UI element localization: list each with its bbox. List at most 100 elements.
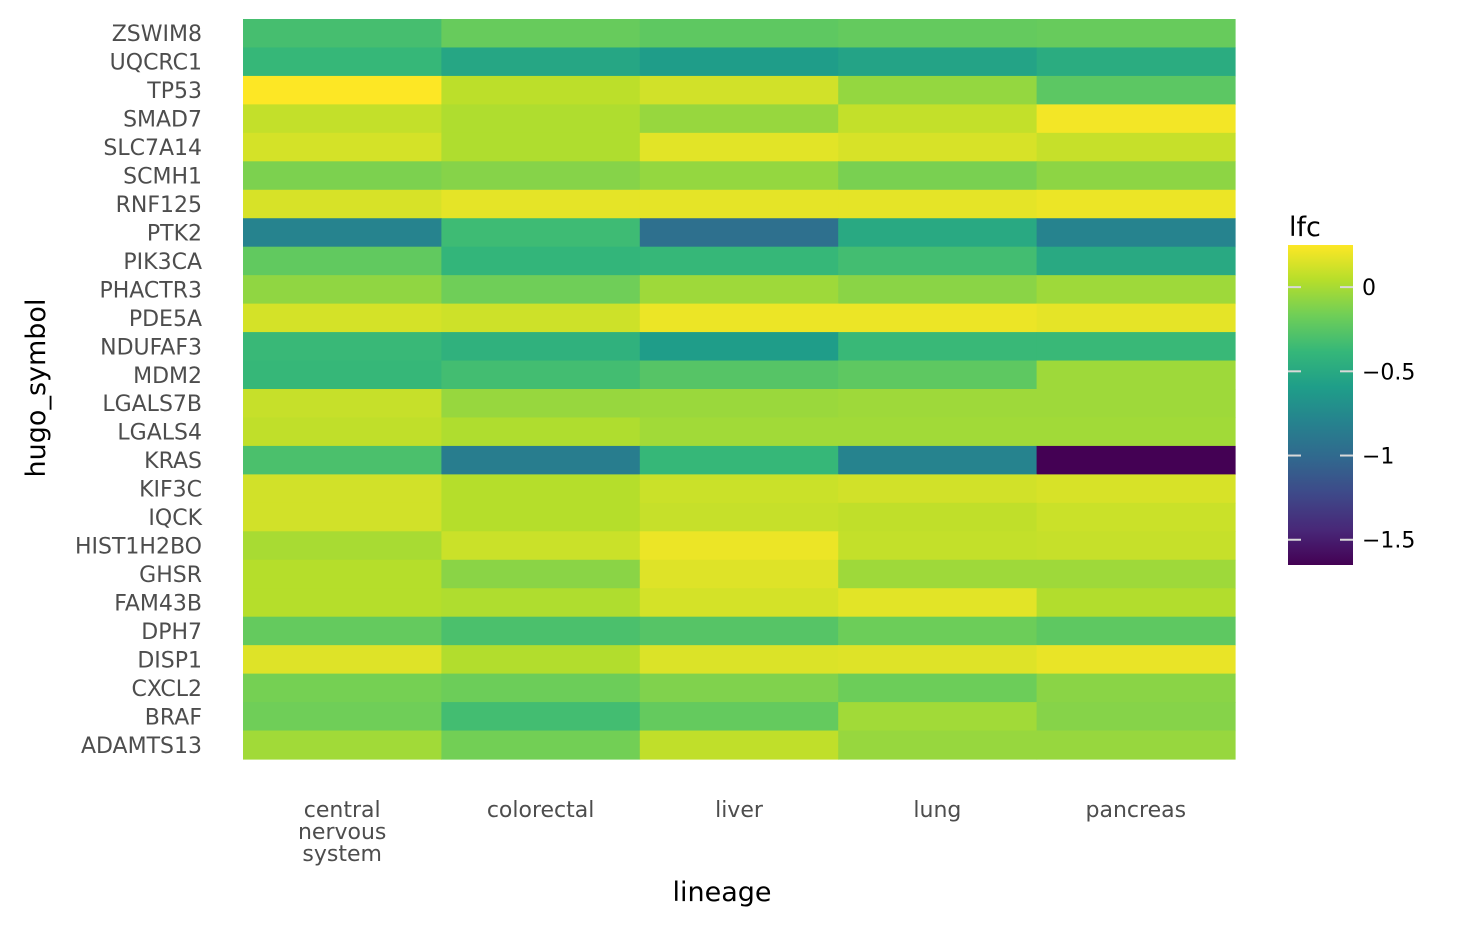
heatmap-cell [243,474,442,504]
x-tick-label-line: nervous [298,820,386,845]
legend-tick-label: 0 [1362,276,1376,301]
heatmap-cell [838,104,1038,134]
heatmap-cell [441,559,641,589]
x-tick-label-line: central [304,798,381,823]
heatmap-cell [243,332,442,362]
y-tick-label: NDUFAF3 [100,335,202,360]
heatmap-cell [243,360,442,390]
heatmap-cell [441,19,641,49]
legend-title: lfc [1289,212,1321,243]
y-tick-label: SCMH1 [123,165,202,190]
heatmap-cell [243,645,442,675]
heatmap-cell [1036,246,1236,276]
heatmap-cell [838,673,1038,703]
heatmap-cell [1036,161,1236,191]
y-tick-label: PIK3CA [123,250,202,275]
heatmap-cell [639,75,839,105]
heatmap-cell [639,132,839,162]
heatmap-cell [1036,189,1236,219]
heatmap-cell [441,189,641,219]
x-tick-label-line: lung [913,798,961,823]
y-tick-label: LGALS7B [102,392,202,417]
y-tick-label: SMAD7 [123,108,202,133]
heatmap-cell [243,189,442,219]
y-tick-label: FAM43B [114,591,202,616]
y-tick-label: ZSWIM8 [112,22,202,47]
legend-ticks: 0 −0.5 −1 −1.5 [1288,276,1415,554]
y-tick-label: GHSR [139,563,202,588]
y-tick-label: MDM2 [133,364,202,389]
heatmap-cell [1036,132,1236,162]
heatmap-cell [838,19,1038,49]
heatmap-cell [639,104,839,134]
heatmap-cell [243,161,442,191]
heatmap-cell [243,132,442,162]
heatmap-cell [639,332,839,362]
heatmap-cell [441,730,641,760]
heatmap-cell [243,303,442,333]
heatmap-cell [441,246,641,276]
heatmap-cell [838,445,1038,475]
heatmap-cell [639,559,839,589]
heatmap-cell [838,332,1038,362]
heatmap-cell [243,75,442,105]
y-tick-label: TP53 [146,79,202,104]
heatmap-cell [639,702,839,732]
heatmap-cell [838,246,1038,276]
heatmap-cell [441,275,641,305]
heatmap-cells [243,19,1236,760]
x-tick-label-line: colorectal [487,798,595,823]
heatmap-cell [1036,588,1236,618]
heatmap-cell [639,303,839,333]
heatmap-cell [838,161,1038,191]
heatmap-cell [441,531,641,561]
x-tick-labels: central nervous system colorectal liver lung p… [298,798,1186,867]
heatmap-cell [243,445,442,475]
heatmap-cell [441,417,641,447]
x-tick-label: central nervous system [298,798,386,867]
heatmap-cell [243,730,442,760]
heatmap-cell [441,702,641,732]
heatmap-cell [639,474,839,504]
heatmap-cell [639,531,839,561]
heatmap-cell [441,673,641,703]
heatmap-cell [243,531,442,561]
heatmap-cell [441,104,641,134]
heatmap-cell [243,246,442,276]
heatmap-cell [243,389,442,419]
y-tick-label: KRAS [144,449,202,474]
heatmap-cell [441,161,641,191]
heatmap-cell [243,275,442,305]
heatmap-cell [1036,645,1236,675]
legend-colorbar [1288,245,1353,565]
y-tick-label: PDE5A [129,307,202,332]
legend-tick-label: −1 [1362,445,1394,470]
legend-tick-label: −0.5 [1362,360,1415,385]
x-tick-label: pancreas [1086,798,1187,823]
y-tick-label: HIST1H2BO [75,535,202,560]
heatmap-cell [1036,673,1236,703]
heatmap-cell [639,389,839,419]
heatmap-cell [838,132,1038,162]
heatmap-cell [639,616,839,646]
heatmap-cell [838,559,1038,589]
heatmap-cell [639,445,839,475]
heatmap-cell [1036,616,1236,646]
heatmap-cell [243,417,442,447]
heatmap-cell [441,445,641,475]
heatmap-cell [639,417,839,447]
heatmap-cell [243,616,442,646]
heatmap-cell [639,19,839,49]
heatmap-cell [441,389,641,419]
y-tick-label: UQCRC1 [110,51,202,76]
heatmap-cell [1036,702,1236,732]
heatmap-cell [243,559,442,589]
heatmap-cell [1036,445,1236,475]
heatmap-cell [1036,531,1236,561]
y-tick-label: DISP1 [137,648,202,673]
heatmap-cell [639,645,839,675]
heatmap-cell [1036,332,1236,362]
heatmap-cell [1036,218,1236,248]
y-tick-label: SLC7A14 [103,136,202,161]
